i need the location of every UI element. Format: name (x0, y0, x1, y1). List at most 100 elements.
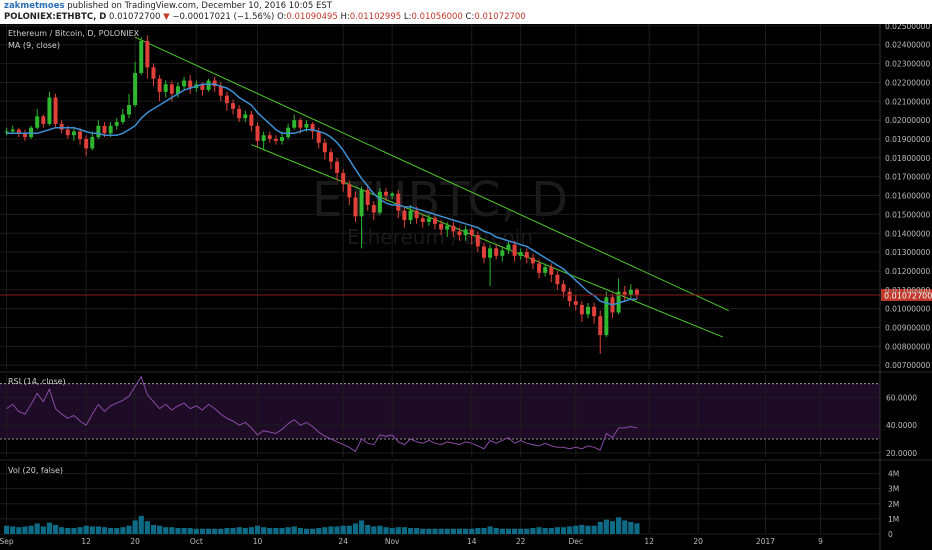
price-tick-label: 0.01800000 (885, 154, 931, 163)
volume-bar (101, 527, 108, 534)
time-axis-label: 14 (467, 537, 477, 546)
rsi-tick-label: 60.0000 (886, 394, 917, 403)
watermark-text: ETHBTC, D (312, 172, 568, 228)
volume-bar (10, 526, 16, 534)
candle-body (488, 248, 493, 258)
time-axis-label: Nov (385, 537, 400, 546)
volume-bar (144, 521, 150, 534)
candle-body (506, 244, 511, 251)
last-price-badge-text: 0.01072700 (884, 291, 932, 300)
candle-body (402, 210, 407, 221)
author-link[interactable]: zakmetmoes (4, 1, 65, 11)
candle-body (451, 225, 456, 232)
volume-bar (609, 521, 616, 534)
candle-body (543, 267, 548, 273)
volume-bar (89, 526, 95, 534)
candle-body (469, 229, 474, 236)
candle-body (463, 229, 468, 236)
volume-bar (395, 527, 401, 534)
volume-bar (634, 523, 640, 534)
volume-bar (371, 526, 377, 534)
volume-bar (444, 528, 450, 534)
candle-body (145, 40, 150, 68)
volume-bar (456, 528, 463, 534)
channel-lower-line[interactable] (251, 144, 723, 338)
candle-body (139, 40, 144, 74)
candle-body (365, 189, 370, 205)
volume-bar (505, 528, 512, 534)
candle-body (108, 125, 113, 134)
volume-bar (4, 525, 10, 534)
last-price-text: 0.01072700 (109, 12, 161, 22)
volume-bar (334, 526, 340, 534)
change-text: −0.00017021 (−1.56%) (172, 12, 275, 22)
volume-bar (297, 527, 303, 534)
volume-bar (358, 520, 365, 534)
price-tick-label: 0.02500000 (885, 24, 931, 31)
volume-bar (328, 526, 334, 534)
volume-bar (524, 528, 530, 534)
volume-bar (420, 528, 426, 534)
volume-bar (426, 528, 432, 534)
price-tick-label: 0.02300000 (885, 60, 931, 69)
candle-body (377, 191, 382, 213)
candle-body (255, 125, 260, 141)
volume-bar (181, 527, 187, 534)
time-axis-label: Oct (190, 537, 203, 546)
price-tick-label: 0.01200000 (885, 267, 931, 276)
volume-bar (316, 527, 322, 534)
volume-bar (285, 527, 291, 534)
candle-body (604, 297, 609, 336)
symbol-label[interactable]: POLONIEX:ETHBTC, D (4, 12, 107, 22)
candle-body (10, 129, 15, 132)
candle-body (243, 114, 248, 119)
candle-body (518, 252, 523, 256)
volume-bar (352, 523, 359, 534)
candle-body (445, 225, 450, 230)
volume-bar (16, 527, 22, 534)
volume-bar (138, 515, 144, 534)
time-axis-label: Dec (569, 537, 584, 546)
candle-body (267, 135, 272, 139)
channel-upper-line[interactable] (134, 36, 729, 312)
volume-bar (322, 527, 328, 534)
candle-body (218, 86, 223, 96)
volume-bar (567, 526, 573, 534)
low-label: L: (403, 12, 412, 22)
volume-bar (511, 528, 518, 534)
candle-body (567, 291, 572, 302)
price-tick-label: 0.01300000 (885, 248, 931, 257)
candle-body (273, 139, 278, 141)
candle-body (280, 137, 284, 141)
candle-body (616, 291, 621, 313)
candle-body (304, 123, 309, 128)
volume-bar (560, 527, 567, 534)
candle-body (298, 120, 303, 128)
volume-bar (187, 527, 193, 534)
candle-body (634, 289, 639, 296)
volume-bar (193, 528, 199, 534)
candle-body (420, 218, 425, 222)
volume-bar (414, 527, 420, 534)
volume-bar (205, 528, 212, 534)
time-axis-label: Sep (0, 537, 14, 546)
candle-body (231, 103, 236, 109)
volume-bar (261, 527, 267, 534)
volume-bar (28, 525, 34, 534)
volume-bar (310, 528, 316, 534)
candle-body (555, 274, 560, 285)
candle-body (151, 67, 156, 79)
candle-body (286, 127, 291, 138)
volume-bar (548, 527, 554, 534)
volume-bar (230, 527, 236, 534)
volume-tick-label: 2M (888, 500, 899, 509)
candle-body (481, 246, 486, 258)
volume-bar (242, 527, 248, 534)
volume-bar (22, 526, 28, 534)
volume-bar (475, 527, 481, 534)
candle-body (127, 105, 131, 115)
candle-body (41, 116, 46, 124)
time-axis-label: 10 (253, 537, 263, 546)
close-value: 0.01072700 (474, 12, 526, 22)
